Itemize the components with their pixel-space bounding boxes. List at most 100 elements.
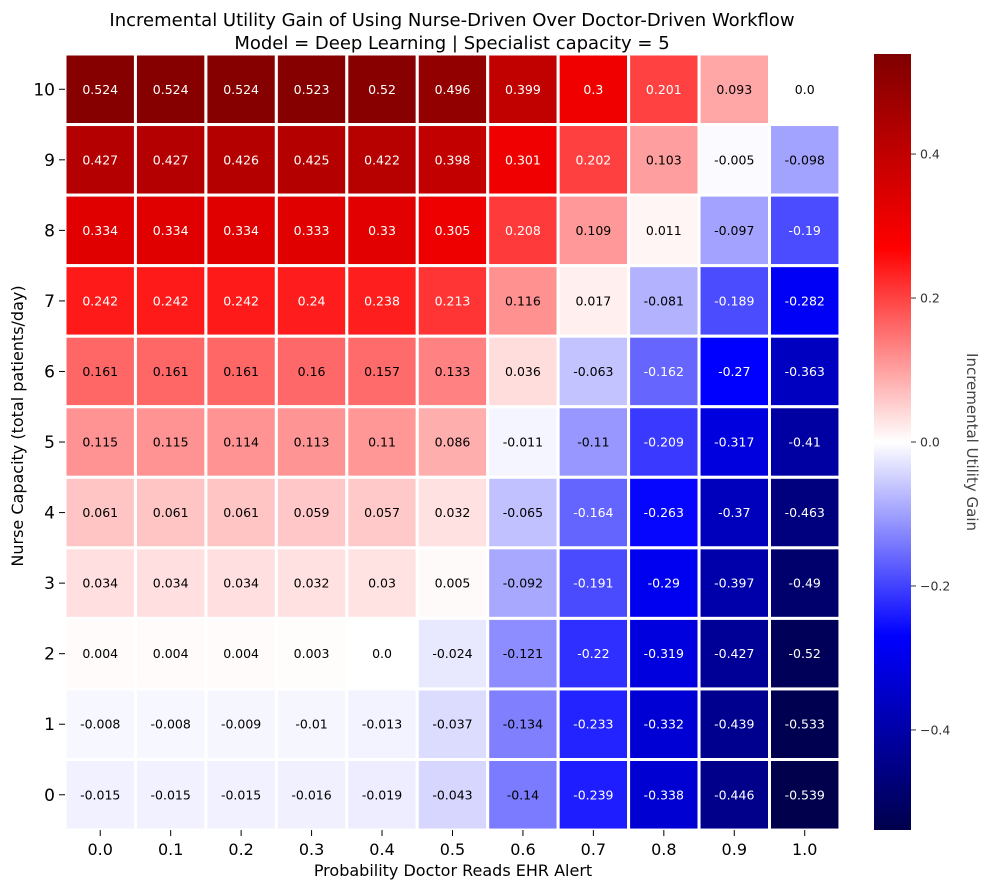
heatmap-cell [627, 193, 701, 268]
y-axis-label: Nurse Capacity (total patients/day) [8, 285, 27, 566]
cell-value-label: 0.426 [223, 152, 259, 167]
cell-value-label: -0.015 [80, 787, 120, 802]
heatmap-cell [415, 405, 490, 479]
cell-value-label: -0.081 [644, 293, 684, 308]
cell-value-label: -0.11 [577, 435, 609, 450]
cell-value-label: 0.109 [575, 223, 611, 238]
cell-value-label: -0.233 [573, 717, 613, 732]
y-tick-label: 10 [33, 80, 55, 100]
cell-value-label: -0.539 [785, 787, 825, 802]
cell-value-label: -0.439 [714, 717, 754, 732]
heatmap-cell [768, 193, 842, 268]
heatmap-cell [556, 123, 631, 197]
cell-value-label: -0.189 [714, 293, 754, 308]
cell-value-label: -0.134 [503, 717, 543, 732]
heatmap-cell [274, 687, 349, 762]
heatmap-cell [486, 193, 560, 268]
heatmap-cell [274, 405, 349, 479]
cell-value-label: 0.399 [505, 82, 541, 97]
heatmap-cell [63, 123, 137, 197]
cell-value-label: 0.213 [435, 293, 471, 308]
colorbar-ticks: 0.4 0.2 0.0 −0.2 −0.4 [911, 147, 950, 737]
heatmap-cell [627, 475, 701, 550]
cell-value-label: -0.29 [648, 576, 680, 591]
heatmap-cell [697, 52, 771, 127]
heatmap-cell [556, 546, 631, 620]
y-tick-label: 1 [44, 715, 55, 735]
cell-value-label: 0.004 [153, 646, 189, 661]
cell-value-label: 0.036 [505, 364, 541, 379]
cell-value-label: -0.533 [785, 717, 825, 732]
cell-value-label: -0.338 [644, 787, 684, 802]
x-tick-label: 0.5 [440, 840, 465, 859]
cell-value-label: 0.061 [82, 505, 118, 520]
chart-title-line-1: Incremental Utility Gain of Using Nurse-… [109, 10, 794, 31]
cell-value-label: -0.015 [221, 787, 261, 802]
cell-value-label: 0.24 [298, 293, 326, 308]
heatmap-cell [204, 616, 278, 691]
cell-value-label: 0.524 [153, 82, 189, 97]
cell-value-label: -0.19 [789, 223, 821, 238]
cell-value-label: -0.191 [573, 576, 613, 591]
cell-value-label: 0.133 [435, 364, 471, 379]
heatmap-cell [63, 616, 137, 691]
y-tick-label: 2 [44, 645, 55, 665]
cell-value-label: -0.363 [785, 364, 825, 379]
heatmap-cell [768, 52, 842, 127]
heatmap-cell [133, 334, 208, 409]
cell-value-label: 0.398 [435, 152, 471, 167]
cell-value-label: -0.49 [789, 576, 821, 591]
y-tick-label: 9 [44, 151, 55, 171]
cell-value-label: -0.097 [714, 223, 754, 238]
heatmap-cell [627, 334, 701, 409]
cell-value-label: -0.015 [151, 787, 191, 802]
cell-value-label: 0.011 [646, 223, 682, 238]
cell-value-label: 0.114 [223, 435, 259, 450]
cell-value-label: 0.208 [505, 223, 541, 238]
cell-value-label: -0.009 [221, 717, 261, 732]
y-tick-label: 0 [44, 786, 55, 806]
cell-value-label: 0.157 [364, 364, 400, 379]
heatmap-cell [345, 123, 419, 197]
heatmap-cell [697, 758, 771, 832]
heatmap-cell [415, 123, 490, 197]
heatmap-cell [768, 475, 842, 550]
heatmap-cell [627, 687, 701, 762]
heatmap-cell [768, 405, 842, 479]
cell-value-label: 0.334 [223, 223, 259, 238]
cell-value-label: 0.161 [82, 364, 118, 379]
cell-value-label: 0.242 [223, 293, 259, 308]
cell-value-label: 0.242 [153, 293, 189, 308]
heatmap-cell [345, 758, 419, 832]
heatmap-cell [415, 334, 490, 409]
cell-value-label: 0.33 [368, 223, 396, 238]
heatmap-cell [204, 687, 278, 762]
cell-value-label: -0.005 [714, 152, 754, 167]
colorbar-tick-label: 0.2 [920, 291, 940, 306]
colorbar-tick-label: 0.0 [920, 435, 940, 450]
x-axis-ticks: 0.0 0.1 0.2 0.3 0.4 0.5 0.6 0.7 0.8 0.9 1.0 [87, 830, 817, 859]
cell-value-label: -0.263 [644, 505, 684, 520]
heatmap-cell [556, 52, 631, 127]
cell-value-label: -0.092 [503, 576, 543, 591]
cell-value-label: 0.238 [364, 293, 400, 308]
cell-value-label: -0.319 [644, 646, 684, 661]
heatmap-cell [133, 546, 208, 620]
cell-value-label: -0.27 [718, 364, 750, 379]
heatmap-cell [274, 264, 349, 338]
heatmap-cell [768, 334, 842, 409]
heatmap-cell [697, 334, 771, 409]
y-tick-label: 5 [44, 433, 55, 453]
cell-value-label: -0.162 [644, 364, 684, 379]
heatmap-cell [204, 123, 278, 197]
cell-value-label: 0.161 [223, 364, 259, 379]
cell-value-label: 0.334 [153, 223, 189, 238]
cell-value-label: 0.115 [153, 435, 189, 450]
heatmap-cell [63, 546, 137, 620]
cell-value-label: 0.161 [153, 364, 189, 379]
heatmap-cell [345, 193, 419, 268]
cell-value-label: 0.524 [82, 82, 118, 97]
cell-value-label: 0.201 [646, 82, 682, 97]
heatmap-cell [415, 475, 490, 550]
y-tick-label: 8 [44, 221, 55, 241]
